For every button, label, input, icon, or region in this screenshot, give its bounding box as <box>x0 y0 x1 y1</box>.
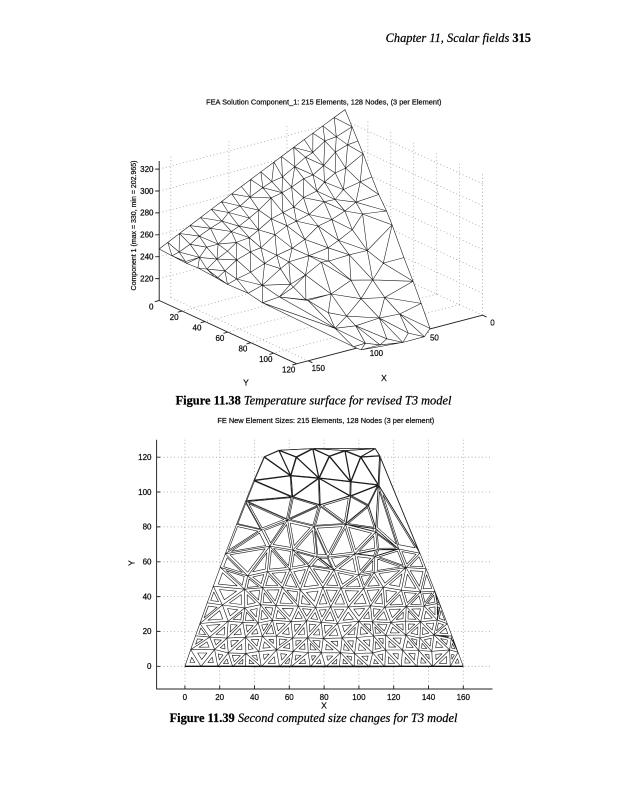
svg-text:0: 0 <box>149 302 154 311</box>
svg-text:100: 100 <box>352 693 366 702</box>
svg-text:X: X <box>321 700 327 710</box>
svg-text:FE New Element Sizes: 215 Elem: FE New Element Sizes: 215 Elements, 128 … <box>217 416 434 425</box>
svg-text:80: 80 <box>320 693 329 702</box>
svg-text:120: 120 <box>138 453 152 462</box>
svg-text:20: 20 <box>215 693 224 702</box>
svg-text:100: 100 <box>138 488 152 497</box>
svg-text:0: 0 <box>183 693 188 702</box>
svg-text:40: 40 <box>193 323 202 332</box>
svg-text:Chapter 11, Scalar fields 315: Chapter 11, Scalar fields 315 <box>386 31 531 45</box>
svg-text:X: X <box>381 373 387 383</box>
svg-text:120: 120 <box>387 693 401 702</box>
svg-text:0: 0 <box>490 319 495 328</box>
svg-text:220: 220 <box>140 274 154 283</box>
svg-text:0: 0 <box>147 662 152 671</box>
svg-text:120: 120 <box>282 366 296 375</box>
svg-text:Figure 11.39 Second computed s: Figure 11.39 Second computed size change… <box>170 711 458 725</box>
svg-text:100: 100 <box>259 355 273 364</box>
svg-text:150: 150 <box>312 364 326 373</box>
svg-text:80: 80 <box>238 345 247 354</box>
svg-text:FEA Solution Component_1: 215: FEA Solution Component_1: 215 Elements, … <box>206 98 441 107</box>
svg-text:60: 60 <box>285 693 294 702</box>
svg-text:60: 60 <box>215 334 224 343</box>
svg-text:Y: Y <box>243 378 249 388</box>
svg-text:Y: Y <box>127 560 137 566</box>
svg-text:300: 300 <box>140 187 154 196</box>
svg-text:100: 100 <box>370 349 384 358</box>
svg-text:20: 20 <box>170 313 179 322</box>
svg-text:40: 40 <box>250 693 259 702</box>
svg-text:260: 260 <box>140 231 154 240</box>
svg-text:Figure 11.38 Temperature surfa: Figure 11.38 Temperature surface for rev… <box>176 394 452 408</box>
svg-text:160: 160 <box>457 693 471 702</box>
svg-text:140: 140 <box>422 693 436 702</box>
svg-text:240: 240 <box>140 253 154 262</box>
svg-text:20: 20 <box>143 627 152 636</box>
svg-text:40: 40 <box>143 592 152 601</box>
svg-text:320: 320 <box>140 165 154 174</box>
svg-text:50: 50 <box>430 334 439 343</box>
svg-text:80: 80 <box>143 523 152 532</box>
svg-text:60: 60 <box>143 558 152 567</box>
svg-text:280: 280 <box>140 209 154 218</box>
svg-text:Component 1 (max = 330, min =: Component 1 (max = 330, min = 202.965) <box>131 161 138 291</box>
